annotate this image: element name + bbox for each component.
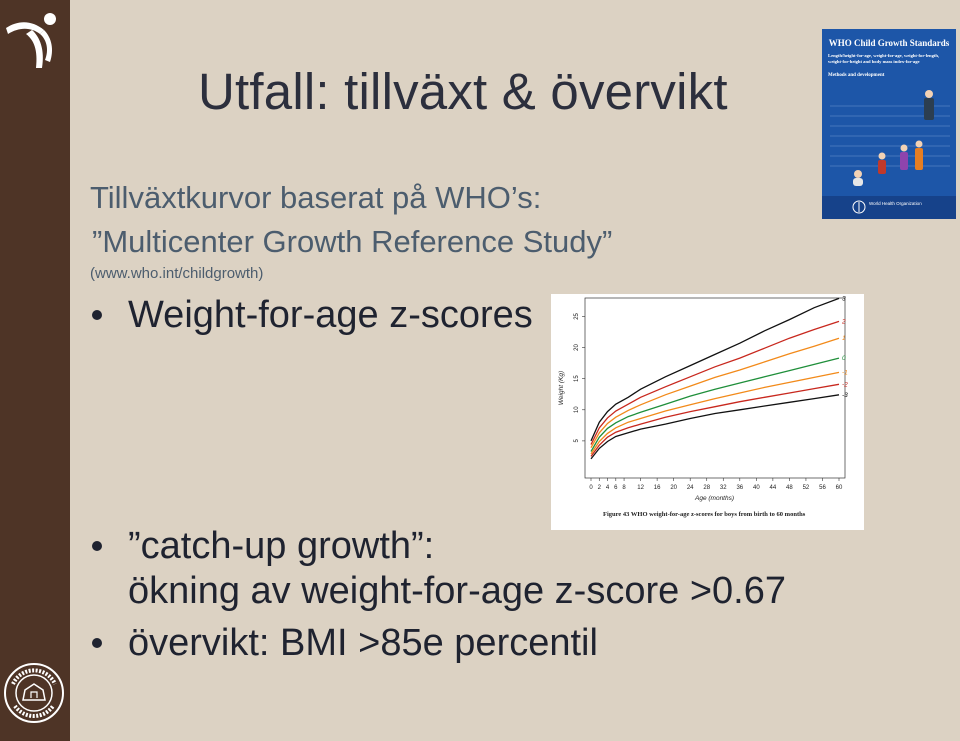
series-line-z-minus3 xyxy=(590,394,840,460)
bullet-dot xyxy=(92,638,102,648)
bullet-catch-up-definition: ökning av weight-for-age z-score >0.67 xyxy=(128,570,786,612)
series-line-z-minus2 xyxy=(590,383,840,457)
x-tick-label: 4 xyxy=(606,485,610,491)
x-tick-label: 8 xyxy=(622,485,626,491)
x-tick-label: 16 xyxy=(654,485,661,491)
figure-caption: Figure 43 WHO weight-for-age z-scores fo… xyxy=(603,511,806,518)
x-tick-label: 44 xyxy=(770,485,777,491)
x-tick-label: 6 xyxy=(614,485,618,491)
bullet-overweight: övervikt: BMI >85e percentil xyxy=(128,622,598,664)
series-label-z-minus3: -3 xyxy=(842,392,848,399)
series-line-z-1 xyxy=(590,337,840,449)
y-tick-label: 20 xyxy=(574,344,580,351)
x-tick-label: 2 xyxy=(598,485,602,491)
series-line-z-minus1 xyxy=(590,371,840,455)
y-tick-label: 5 xyxy=(574,439,580,443)
x-tick-label: 20 xyxy=(670,485,677,491)
x-tick-label: 32 xyxy=(720,485,727,491)
x-tick-label: 48 xyxy=(786,485,793,491)
x-tick-label: 40 xyxy=(753,485,760,491)
x-tick-label: 0 xyxy=(589,485,593,491)
series-label-z-1: 1 xyxy=(842,335,846,342)
cover-title: WHO Child Growth Standards xyxy=(828,38,950,48)
series-line-z-3 xyxy=(590,297,840,442)
x-tick-label: 56 xyxy=(819,485,826,491)
y-tick-label: 25 xyxy=(574,312,580,319)
bullet-dot xyxy=(92,310,102,320)
bullet-catch-up-growth: ”catch-up growth”: xyxy=(128,525,435,567)
children-height-illustration xyxy=(830,90,950,186)
x-tick-label: 24 xyxy=(687,485,694,491)
x-tick-label: 12 xyxy=(637,485,644,491)
subtitle-line-1: Tillväxtkurvor baserat på WHO’s: xyxy=(90,180,542,215)
cover-publisher: World Health Organization xyxy=(869,201,922,206)
x-tick-label: 60 xyxy=(836,485,843,491)
who-growth-standards-cover: WHO Child Growth Standards Length/height… xyxy=(822,29,956,219)
x-tick-label: 52 xyxy=(803,485,810,491)
slide-title: Utfall: tillväxt & övervikt xyxy=(198,63,728,120)
subtitle-line-2: ”Multicenter Growth Reference Study” xyxy=(92,224,613,259)
bullet-weight-for-age: Weight-for-age z-scores xyxy=(128,294,533,336)
series-line-z-2 xyxy=(590,320,840,445)
series-label-z-3: 3 xyxy=(842,295,846,302)
series-label-z-minus1: -1 xyxy=(842,369,848,376)
series-label-z-2: 2 xyxy=(841,318,846,325)
plot-frame xyxy=(584,297,846,479)
y-tick-label: 15 xyxy=(574,375,580,382)
cover-footer: World Health Organization xyxy=(822,196,956,219)
x-axis-label: Age (months) xyxy=(694,495,734,502)
gymnast-figure-logo-icon xyxy=(6,13,56,68)
x-tick-label: 28 xyxy=(703,485,710,491)
x-tick-label: 36 xyxy=(736,485,743,491)
who-weight-for-age-chart: 0 2 4 6 8 12 16 20 24 28 32 36 40 44 48 52 56 60 5 10 15 20 25… xyxy=(551,294,864,530)
who-emblem-icon xyxy=(852,200,866,214)
y-tick-label: 10 xyxy=(574,406,580,413)
sidebar xyxy=(0,0,70,741)
series-label-z-minus2: -2 xyxy=(842,381,848,388)
cover-methods: Methods and development xyxy=(828,73,885,78)
y-axis-label: Weight (Kg) xyxy=(558,371,565,405)
chart-svg: 0 2 4 6 8 12 16 20 24 28 32 36 40 44 48 52 56 60510152025… xyxy=(558,295,848,502)
cover-subtitle: Length/height-for-age, weight-for-age, w… xyxy=(828,53,940,64)
source-url: (www.who.int/childgrowth) xyxy=(90,265,264,282)
bullet-dot xyxy=(92,541,102,551)
series-line-z-0 xyxy=(590,357,840,452)
series-label-z-0: 0 xyxy=(842,355,846,362)
university-of-gothenburg-seal-icon xyxy=(4,663,64,723)
